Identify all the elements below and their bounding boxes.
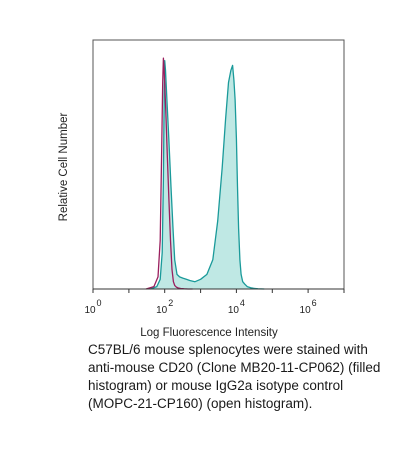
x-tick-label: 104: [228, 298, 245, 316]
series-open-line: [145, 57, 193, 290]
figure-caption: C57BL/6 mouse splenocytes were stained w…: [88, 342, 381, 411]
x-axis-label: Log Fluorescence Intensity: [140, 327, 278, 339]
x-tick-exponent: 6: [312, 298, 317, 308]
x-tick-label: 102: [156, 298, 173, 316]
x-tick-label: 106: [300, 298, 317, 316]
x-tick-base: 10: [300, 305, 312, 316]
y-axis-label: Relative Cell Number: [58, 113, 70, 222]
x-tick-exponent: 4: [240, 298, 245, 308]
series-filled-area: [150, 60, 265, 289]
x-tick-label: 100: [84, 298, 101, 316]
x-tick-base: 10: [84, 305, 96, 316]
x-tick-exponent: 2: [168, 298, 173, 308]
x-tick-exponent: 0: [96, 298, 101, 308]
series-layer: [145, 57, 265, 290]
x-tick-base: 10: [228, 305, 240, 316]
series-filled-line: [150, 59, 265, 290]
x-tick-base: 10: [156, 305, 168, 316]
